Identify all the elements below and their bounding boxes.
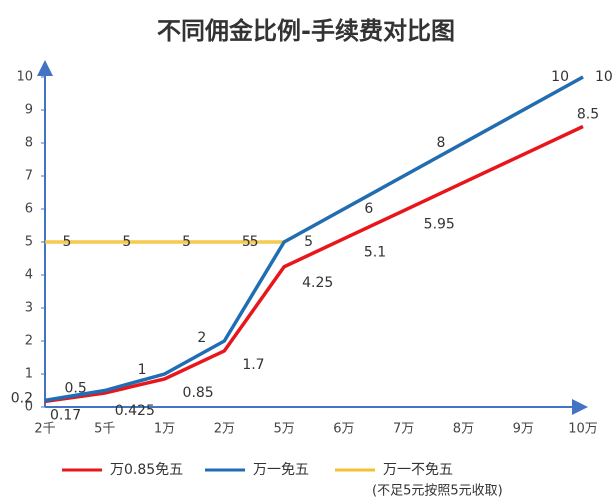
y-tick-label: 7 xyxy=(25,169,33,184)
data-label: 1 xyxy=(138,362,147,378)
x-tick-label: 2千 xyxy=(34,422,55,437)
x-tick-label: 8万 xyxy=(453,422,474,437)
legend-note: (不足5元按照5元收取) xyxy=(372,484,503,499)
legend-label: 万0.85免五 xyxy=(110,462,183,478)
data-label: 5.95 xyxy=(424,217,455,233)
x-tick-label: 5万 xyxy=(273,422,294,437)
y-tick-label: 4 xyxy=(25,268,33,283)
data-label: 5 xyxy=(122,234,131,250)
x-tick-label: 5千 xyxy=(94,422,115,437)
data-label: 5 xyxy=(304,234,313,250)
data-label: 2 xyxy=(197,330,206,346)
data-label: 5 xyxy=(250,234,259,250)
data-label: 5 xyxy=(242,234,251,250)
legend-label: 万一不免五 xyxy=(383,462,453,478)
data-label: 1.7 xyxy=(242,357,264,373)
x-tick-label: 9万 xyxy=(513,422,534,437)
data-label: 8 xyxy=(437,135,446,151)
y-tick-label: 0 xyxy=(25,400,33,415)
data-label: 0.17 xyxy=(50,407,81,423)
y-tick-label: 10 xyxy=(16,70,33,85)
y-tick-label: 6 xyxy=(25,202,33,217)
data-label: 4.25 xyxy=(302,275,333,291)
chart-title: 不同佣金比例-手续费对比图 xyxy=(157,17,455,45)
data-label: 5.1 xyxy=(364,245,386,261)
series-line xyxy=(45,75,584,244)
y-tick-label: 9 xyxy=(25,103,33,118)
data-label: 6 xyxy=(364,201,373,217)
data-label: 0.2 xyxy=(11,390,33,406)
data-label: 0.85 xyxy=(183,385,214,401)
y-tick-label: 8 xyxy=(25,136,33,151)
data-label: 10 xyxy=(595,69,613,85)
series-line xyxy=(44,124,584,404)
x-tick-label: 10万 xyxy=(568,422,598,437)
y-tick-label: 2 xyxy=(25,334,33,349)
y-tick-label: 5 xyxy=(25,235,33,250)
x-tick-label: 7万 xyxy=(393,422,414,437)
x-tick-label: 6万 xyxy=(333,422,354,437)
data-label: 10 xyxy=(551,69,569,85)
x-tick-label: 1万 xyxy=(154,422,175,437)
data-label: 5 xyxy=(63,234,72,250)
data-label: 0.425 xyxy=(115,403,155,419)
y-tick-label: 3 xyxy=(25,301,33,316)
data-label: 5 xyxy=(182,234,191,250)
x-tick-label: 2万 xyxy=(214,422,235,437)
series-line xyxy=(44,75,584,403)
data-label: 0.5 xyxy=(65,381,87,397)
data-label: 8.5 xyxy=(577,107,599,123)
legend-label: 万一免五 xyxy=(253,462,309,478)
y-tick-label: 1 xyxy=(25,367,33,382)
